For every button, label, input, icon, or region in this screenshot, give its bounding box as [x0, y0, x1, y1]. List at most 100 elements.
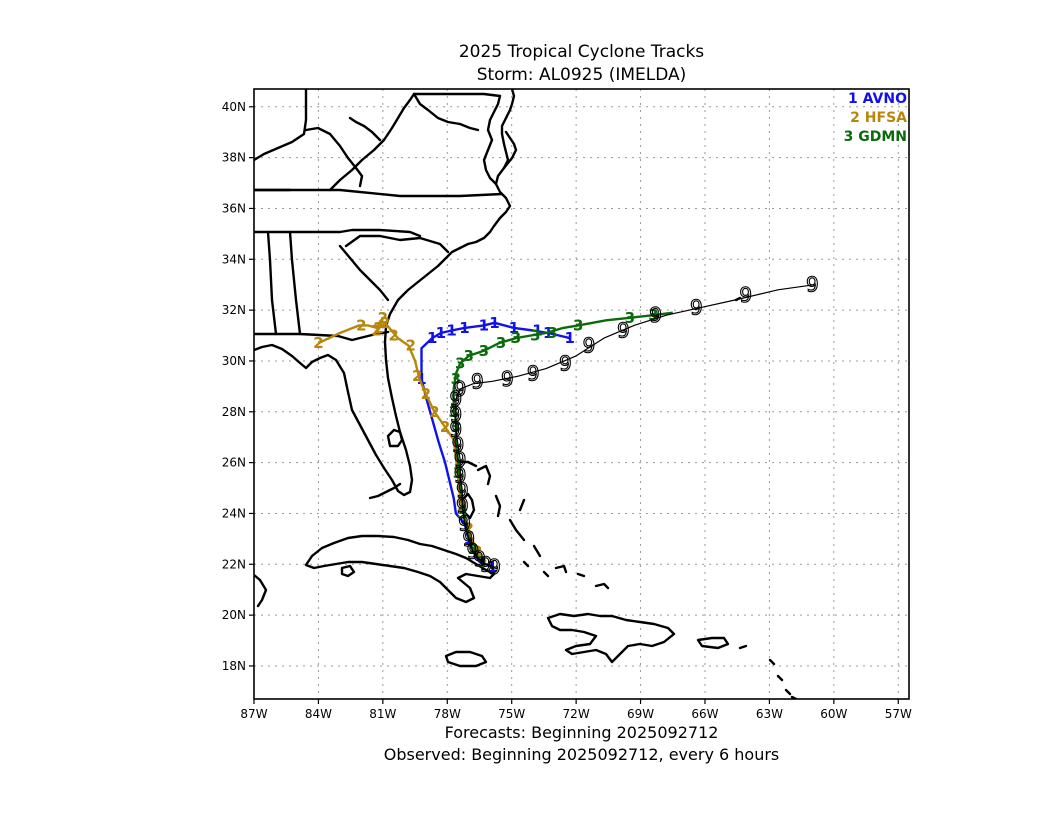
track-marker: 2 — [356, 316, 366, 334]
track-marker: 9 — [450, 387, 463, 411]
bahamas-eleuthera — [494, 494, 502, 518]
y-tick-label: 20N — [222, 608, 246, 622]
track-marker: 3 — [449, 403, 459, 421]
track-marker: 2 — [440, 418, 450, 436]
track-marker: 2 — [421, 385, 431, 403]
y-tick-label: 40N — [222, 100, 246, 114]
track-marker: 9 — [450, 418, 463, 442]
x-tick-label: 75W — [498, 707, 525, 721]
state-border-md-pa — [412, 92, 502, 98]
y-tick-label: 26N — [222, 456, 246, 470]
track-marker: 9 — [480, 552, 493, 576]
bahamas-exuma — [508, 518, 526, 542]
hispaniola — [546, 612, 676, 664]
track-marker: 1 — [436, 324, 446, 342]
track-marker: 9 — [454, 448, 467, 472]
track-marker: 2 — [429, 403, 439, 421]
virgin-islands — [738, 644, 748, 650]
track-marker: 1 — [564, 329, 574, 347]
track-line — [420, 321, 570, 568]
track-marker: 9 — [450, 402, 463, 426]
bahamas-cat — [518, 498, 526, 512]
track-marker: 9 — [559, 352, 572, 376]
track-marker: 9 — [454, 377, 467, 401]
chart-title: 2025 Tropical Cyclone Tracks — [458, 42, 705, 62]
state-border-ga-sc — [338, 244, 390, 302]
track-marker: 9 — [617, 318, 630, 342]
track-marker: 9 — [501, 367, 514, 391]
track-marker: 1 — [532, 321, 542, 339]
track-marker: 2 — [406, 337, 416, 355]
track-marker: 2 — [373, 319, 383, 337]
state-border-va-md — [412, 92, 480, 132]
state-border-nc-sc — [344, 234, 450, 254]
lake-okeechobee — [386, 428, 404, 448]
track-marker: 9 — [458, 512, 471, 536]
track-marker: 2 — [313, 334, 323, 352]
track-marker: 3 — [451, 370, 461, 388]
track-marker: 9 — [467, 540, 480, 564]
y-tick-label: 34N — [222, 252, 246, 266]
track-marker: 2 — [380, 314, 390, 332]
track-marker: 3 — [476, 553, 486, 571]
puerto-rico — [696, 636, 730, 650]
bahamas-inagua — [554, 564, 568, 574]
track-marker: 2 — [464, 520, 474, 538]
legend: 1 AVNO 2 HFSA 3 GDMN — [844, 91, 908, 145]
state-border-nc-va — [254, 188, 504, 198]
track-marker: 1 — [446, 321, 456, 339]
state-border-ky-wv — [304, 126, 364, 188]
track-marker: 1 — [459, 319, 469, 337]
jamaica — [444, 650, 488, 668]
track-marker: 3 — [468, 540, 478, 558]
track-marker: 3 — [625, 309, 635, 327]
track-marker: 3 — [464, 347, 474, 365]
track-marker: 9 — [649, 303, 662, 327]
state-border-ms-al — [288, 230, 302, 336]
track-marker: 3 — [496, 334, 506, 352]
track-marker: 9 — [471, 369, 484, 393]
florida-keys — [368, 482, 402, 500]
track-marker: 2 — [378, 309, 388, 327]
track-marker: 3 — [479, 342, 489, 360]
turks-caicos — [594, 582, 610, 590]
bahamas-small-2 — [576, 572, 586, 578]
y-tick-label: 32N — [222, 303, 246, 317]
axis-ticks: 87W 84W 81W 78W 75W 72W 69W 66W 63W 60W 57W 18N 20N 2… — [222, 100, 912, 721]
x-tick-label: 66W — [691, 707, 718, 721]
plot-frame — [253, 88, 910, 700]
leeward-islands — [768, 658, 798, 699]
track-marker: 3 — [648, 306, 658, 324]
track-marker: 3 — [573, 316, 583, 334]
state-border-wv-va-2 — [348, 116, 382, 142]
us-east-coastline — [254, 89, 516, 497]
bahamas-long — [532, 544, 542, 558]
track-marker: 2 — [412, 367, 422, 385]
grid-lines — [253, 89, 909, 699]
track-line — [317, 316, 487, 563]
chesapeake-coast — [482, 94, 502, 186]
state-border-al-ga — [266, 230, 278, 336]
yucatan-coast — [254, 573, 268, 608]
y-tick-label: 36N — [222, 201, 246, 215]
track-marker: 2 — [388, 327, 398, 345]
track-marker: 9 — [473, 547, 486, 571]
y-tick-label: 18N — [222, 659, 246, 673]
track-marker: 3 — [547, 324, 557, 342]
track-marker: 3 — [511, 329, 521, 347]
track-marker: 1 — [416, 370, 426, 388]
observed-caption: Observed: Beginning 2025092712, every 6 … — [383, 745, 780, 764]
x-tick-label: 63W — [756, 707, 783, 721]
x-tick-label: 69W — [627, 707, 654, 721]
y-tick-label: 24N — [222, 506, 246, 520]
isle-of-youth — [340, 564, 356, 578]
cuba — [304, 534, 496, 604]
track-marker: 3 — [453, 464, 463, 482]
x-tick-label: 78W — [434, 707, 461, 721]
track-marker: 9 — [454, 463, 467, 487]
track-marker: 2 — [472, 543, 482, 561]
